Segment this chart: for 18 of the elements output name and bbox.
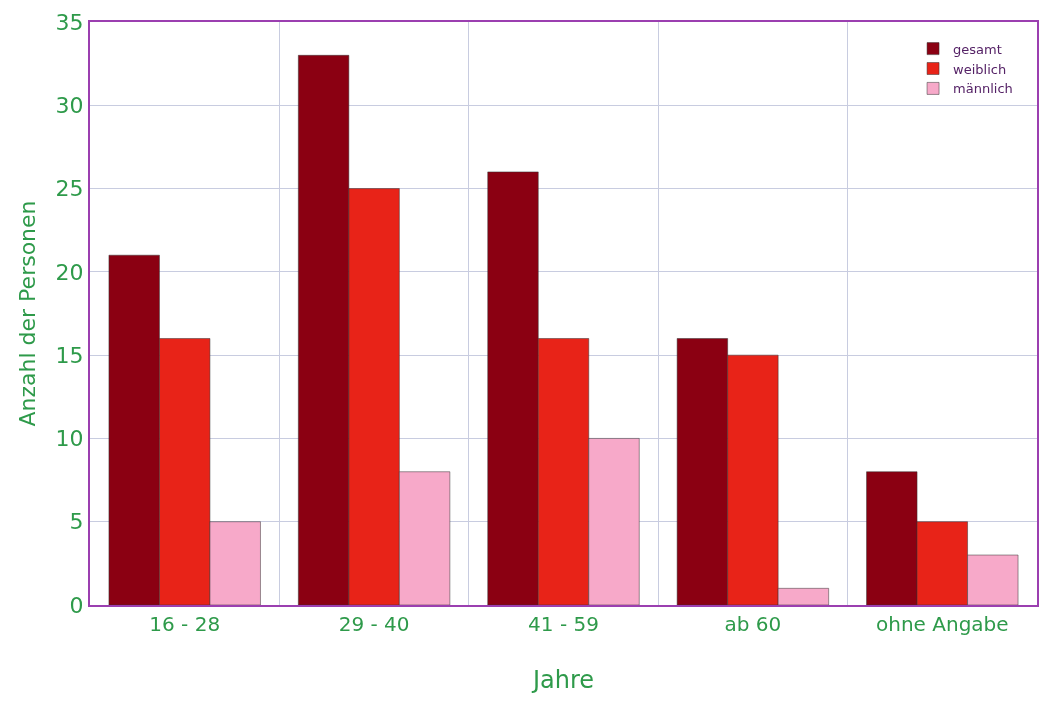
x-tick-label: 29 - 40: [338, 612, 410, 636]
y-tick-label: 10: [55, 426, 84, 452]
x-axis-title: Jahre: [530, 666, 595, 694]
legend-label: gesamt: [953, 41, 1002, 57]
y-axis-title: Anzahl der Personen: [15, 200, 40, 427]
y-tick-label: 20: [55, 259, 84, 285]
legend-label: weiblich: [953, 61, 1007, 77]
y-tick-label: 30: [55, 92, 84, 118]
legend-label: männlich: [953, 81, 1013, 97]
y-tick-label: 25: [55, 176, 84, 202]
y-tick-label: 15: [55, 342, 84, 368]
y-tick-label: 35: [55, 9, 84, 35]
x-tick-label: 41 - 59: [528, 612, 599, 636]
x-tick-label: ohne Angabe: [876, 612, 1009, 636]
x-tick-label: 16 - 28: [149, 612, 221, 636]
x-tick-label: ab 60: [724, 612, 782, 636]
y-tick-label: 0: [69, 592, 84, 618]
y-tick-label: 5: [69, 509, 84, 535]
